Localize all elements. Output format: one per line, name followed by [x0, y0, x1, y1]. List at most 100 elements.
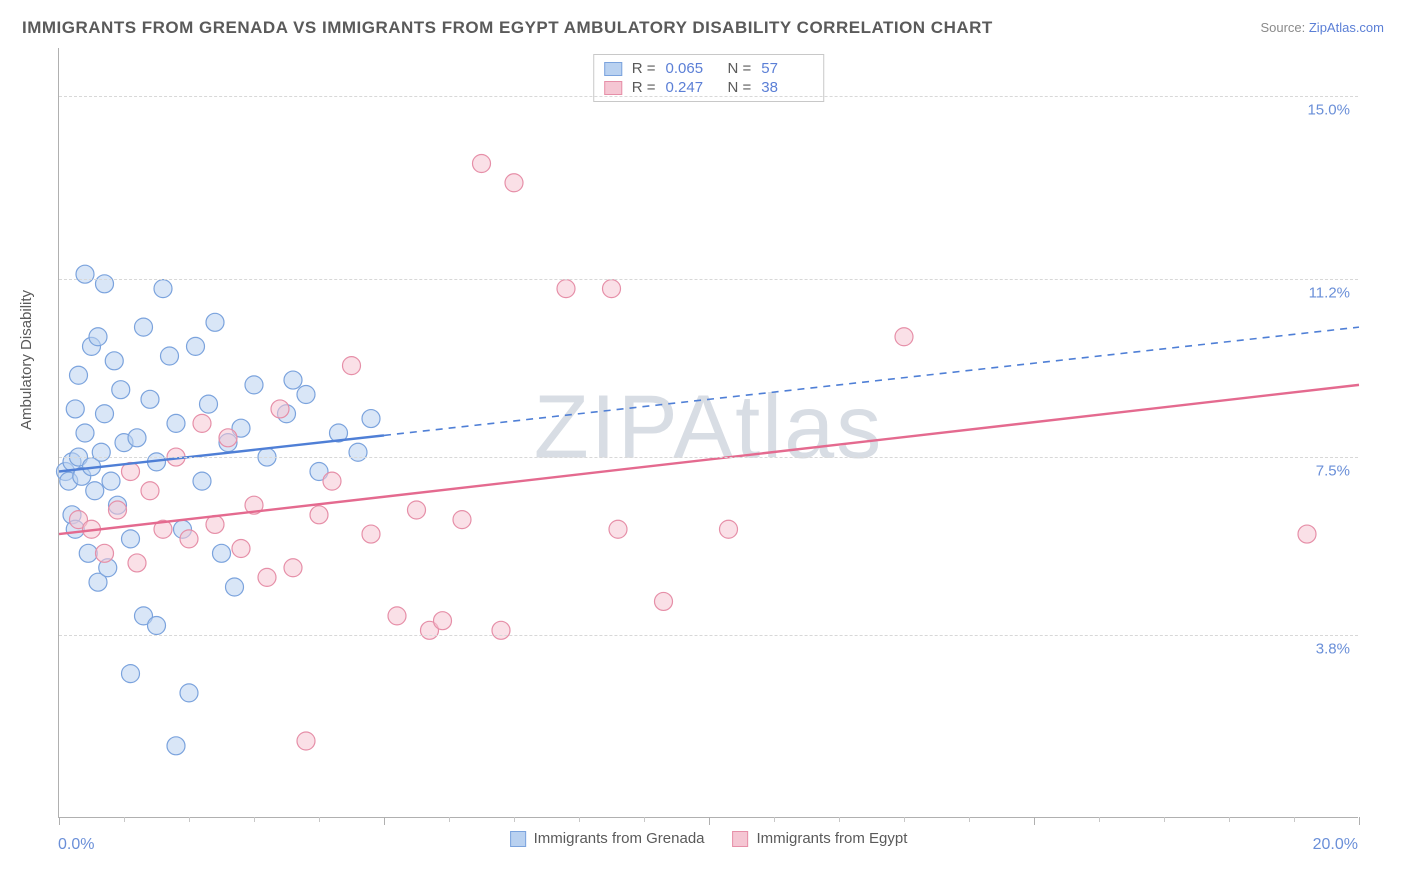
data-point [245, 376, 263, 394]
x-axis-max-label: 20.0% [1313, 836, 1358, 854]
x-tick-major [1034, 817, 1035, 825]
data-point [226, 578, 244, 596]
data-point [349, 443, 367, 461]
data-point [92, 443, 110, 461]
data-point [167, 414, 185, 432]
x-tick-minor [969, 817, 970, 822]
x-tick-minor [774, 817, 775, 822]
x-tick-minor [1229, 817, 1230, 822]
gridline [59, 635, 1358, 636]
x-tick-minor [319, 817, 320, 822]
x-tick-major [709, 817, 710, 825]
legend-item-egypt: Immigrants from Egypt [733, 830, 908, 847]
data-point [720, 520, 738, 538]
data-point [557, 280, 575, 298]
data-point [603, 280, 621, 298]
x-tick-minor [514, 817, 515, 822]
data-point [66, 400, 84, 418]
legend-row-egypt: R = 0.247 N = 38 [604, 78, 814, 97]
data-point [297, 386, 315, 404]
series-legend: Immigrants from Grenada Immigrants from … [510, 830, 908, 847]
data-point [102, 472, 120, 490]
data-point [135, 318, 153, 336]
y-axis-label: Ambulatory Disability [18, 290, 35, 430]
source-link[interactable]: ZipAtlas.com [1309, 20, 1384, 35]
data-point [323, 472, 341, 490]
source-attribution: Source: ZipAtlas.com [1260, 20, 1384, 35]
data-point [895, 328, 913, 346]
data-point [148, 617, 166, 635]
data-point [408, 501, 426, 519]
data-point [96, 405, 114, 423]
data-point [505, 174, 523, 192]
x-tick-minor [1099, 817, 1100, 822]
data-point [1298, 525, 1316, 543]
y-tick-label: 15.0% [1307, 102, 1350, 119]
data-point [362, 410, 380, 428]
x-tick-minor [1294, 817, 1295, 822]
n-label: N = [728, 60, 752, 77]
x-tick-major [1359, 817, 1360, 825]
data-point [79, 544, 97, 562]
legend-row-grenada: R = 0.065 N = 57 [604, 59, 814, 78]
data-point [297, 732, 315, 750]
y-tick-label: 11.2% [1309, 285, 1350, 302]
data-point [473, 155, 491, 173]
data-point [310, 506, 328, 524]
correlation-legend: R = 0.065 N = 57 R = 0.247 N = 38 [593, 54, 825, 102]
r-value-grenada: 0.065 [666, 60, 718, 77]
r-label: R = [632, 60, 656, 77]
n-label: N = [728, 79, 752, 96]
data-point [161, 347, 179, 365]
data-point [343, 357, 361, 375]
swatch-grenada [510, 831, 526, 847]
trend-line-dashed [384, 327, 1359, 435]
data-point [284, 559, 302, 577]
data-point [96, 544, 114, 562]
x-tick-minor [904, 817, 905, 822]
data-point [193, 472, 211, 490]
legend-label-egypt: Immigrants from Egypt [757, 830, 908, 847]
data-point [109, 501, 127, 519]
data-point [112, 381, 130, 399]
x-tick-minor [1164, 817, 1165, 822]
data-point [76, 265, 94, 283]
data-point [193, 414, 211, 432]
trend-line [59, 385, 1359, 534]
data-point [180, 684, 198, 702]
x-tick-minor [254, 817, 255, 822]
data-point [128, 554, 146, 572]
gridline [59, 279, 1358, 280]
data-point [271, 400, 289, 418]
n-value-egypt: 38 [761, 79, 813, 96]
data-point [206, 313, 224, 331]
scatter-svg [59, 48, 1358, 817]
data-point [219, 429, 237, 447]
r-value-egypt: 0.247 [666, 79, 718, 96]
data-point [362, 525, 380, 543]
x-tick-major [59, 817, 60, 825]
data-point [609, 520, 627, 538]
data-point [434, 612, 452, 630]
data-point [141, 482, 159, 500]
data-point [200, 395, 218, 413]
data-point [76, 424, 94, 442]
data-point [187, 337, 205, 355]
data-point [180, 530, 198, 548]
swatch-egypt [604, 81, 622, 95]
x-tick-minor [579, 817, 580, 822]
data-point [284, 371, 302, 389]
x-tick-minor [839, 817, 840, 822]
legend-label-grenada: Immigrants from Grenada [534, 830, 705, 847]
chart-title: IMMIGRANTS FROM GRENADA VS IMMIGRANTS FR… [22, 18, 993, 38]
data-point [167, 737, 185, 755]
swatch-grenada [604, 62, 622, 76]
x-axis-min-label: 0.0% [58, 836, 94, 854]
x-tick-minor [189, 817, 190, 822]
data-point [232, 540, 250, 558]
data-point [89, 328, 107, 346]
data-point [70, 366, 88, 384]
data-point [154, 280, 172, 298]
data-point [86, 482, 104, 500]
data-point [492, 621, 510, 639]
